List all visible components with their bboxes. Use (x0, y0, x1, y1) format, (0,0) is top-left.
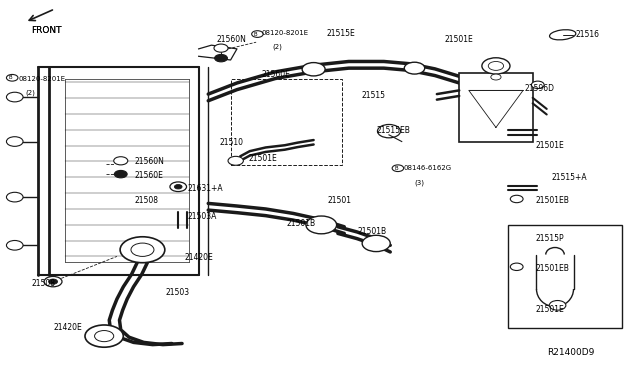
Text: 21501: 21501 (328, 196, 351, 205)
Circle shape (120, 237, 165, 263)
Text: B: B (394, 166, 398, 171)
Text: 21501E: 21501E (445, 35, 473, 44)
Text: 21501E: 21501E (248, 154, 277, 163)
Bar (230, 79, 342, 164)
Circle shape (378, 125, 401, 138)
Text: 21420E: 21420E (53, 323, 82, 332)
Text: 21420E: 21420E (184, 253, 213, 262)
Text: 08146-6162G: 08146-6162G (403, 165, 451, 171)
Text: 21510: 21510 (219, 138, 243, 147)
Text: 21501EB: 21501EB (536, 264, 570, 273)
Text: 21508: 21508 (31, 279, 55, 288)
Circle shape (491, 74, 501, 80)
Text: B: B (253, 32, 257, 36)
Circle shape (488, 61, 504, 70)
Text: 21501B: 21501B (287, 219, 316, 228)
Circle shape (6, 92, 23, 102)
Text: 21560N: 21560N (216, 35, 246, 44)
Circle shape (170, 182, 186, 192)
Circle shape (482, 58, 510, 74)
Text: (3): (3) (415, 179, 424, 186)
Circle shape (549, 301, 566, 310)
Text: 08120-8201E: 08120-8201E (261, 30, 308, 36)
Circle shape (362, 235, 390, 251)
Circle shape (85, 325, 124, 347)
Text: 21503A: 21503A (187, 212, 216, 221)
Text: 21501E: 21501E (536, 141, 564, 151)
Circle shape (6, 240, 23, 250)
Text: 21596D: 21596D (524, 84, 554, 93)
Circle shape (510, 263, 523, 270)
Circle shape (252, 31, 263, 37)
Text: 21515EB: 21515EB (376, 126, 410, 135)
Text: B: B (8, 75, 12, 80)
Text: 21515P: 21515P (536, 234, 564, 243)
Circle shape (6, 74, 18, 81)
Circle shape (228, 156, 243, 165)
Text: 21501E: 21501E (536, 305, 564, 314)
Text: (2): (2) (25, 89, 35, 96)
Circle shape (115, 170, 127, 178)
Text: R21400D9: R21400D9 (547, 347, 594, 356)
Text: FRONT: FRONT (31, 26, 62, 35)
Circle shape (214, 44, 228, 52)
Text: 21508: 21508 (135, 196, 159, 205)
Text: (2): (2) (272, 44, 282, 50)
Text: 21501B: 21501B (357, 227, 386, 236)
Text: 21516: 21516 (575, 29, 600, 39)
Circle shape (131, 243, 154, 256)
Text: 08120-8201E: 08120-8201E (19, 76, 66, 81)
Circle shape (302, 62, 325, 76)
Text: FRONT: FRONT (31, 26, 62, 35)
Bar (508, 225, 622, 328)
Text: 21560E: 21560E (261, 70, 290, 79)
Circle shape (49, 279, 58, 284)
Circle shape (6, 137, 23, 146)
Circle shape (114, 157, 128, 165)
Bar (460, 73, 532, 142)
Circle shape (44, 276, 62, 287)
Circle shape (306, 216, 337, 234)
Text: 21515: 21515 (362, 91, 385, 100)
Text: 21560N: 21560N (135, 157, 164, 166)
Circle shape (6, 192, 23, 202)
Circle shape (95, 331, 114, 341)
Circle shape (510, 195, 523, 203)
Circle shape (214, 54, 227, 62)
Circle shape (404, 62, 425, 74)
Text: 21501EB: 21501EB (536, 196, 570, 205)
Text: 21503: 21503 (166, 288, 189, 297)
Text: 21631+A: 21631+A (187, 185, 223, 193)
Circle shape (392, 165, 404, 171)
Text: 21560E: 21560E (135, 171, 164, 180)
Text: 21515E: 21515E (326, 29, 355, 38)
Text: 21515+A: 21515+A (551, 173, 587, 182)
Circle shape (174, 185, 182, 189)
Circle shape (531, 81, 544, 89)
